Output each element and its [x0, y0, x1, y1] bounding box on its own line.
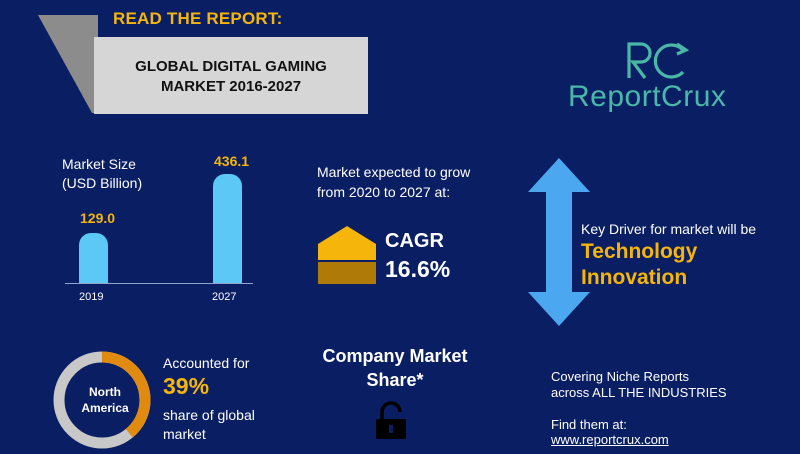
covering-line2: across ALL THE INDUSTRIES	[551, 385, 727, 400]
reportcrux-monogram-icon	[627, 42, 689, 79]
accounted-label: Accounted for	[163, 355, 250, 371]
lock-icon[interactable]	[374, 401, 408, 441]
key-driver-intro: Key Driver for market will be	[581, 221, 757, 237]
title-banner-box	[94, 37, 368, 114]
website-link[interactable]: www.reportcrux.com	[551, 432, 669, 447]
share-label: share of global market	[163, 406, 255, 444]
market-size-label-line2: (USD Billion)	[62, 175, 143, 191]
find-label: Find them at:	[551, 417, 627, 432]
cagr-label: CAGR	[385, 230, 444, 252]
key-driver-line1: Technology	[581, 240, 698, 263]
key-driver-line2: Innovation	[581, 266, 688, 289]
share-label-line2: market	[163, 426, 206, 442]
read-report-heading: READ THE REPORT:	[113, 9, 283, 28]
bar-value-2019: 129.0	[80, 210, 116, 226]
region-percent: 39%	[163, 373, 210, 399]
cagr-value: 16.6%	[385, 256, 451, 282]
key-driver-value: Technology Innovation	[581, 239, 697, 291]
covering-text: Covering Niche Reports across ALL THE IN…	[551, 369, 727, 401]
cagr-house-icon	[318, 226, 376, 284]
report-title-line2: MARKET 2016-2027	[160, 78, 302, 95]
growth-statement-line1: Market expected to grow	[317, 164, 471, 180]
brand-name: ReportCrux	[568, 80, 727, 113]
bar-2027	[213, 174, 242, 283]
region-name: North America	[70, 384, 140, 416]
company-market-share-heading: Company Market Share*	[300, 344, 490, 392]
chart-baseline	[65, 283, 253, 284]
bar-2019	[79, 233, 108, 283]
region-name-line2: America	[81, 401, 129, 415]
company-share-line1: Company Market	[322, 346, 468, 366]
share-label-line1: share of global	[163, 407, 255, 423]
market-size-label: Market Size (USD Billion)	[62, 155, 142, 193]
market-size-label-line1: Market Size	[62, 156, 136, 172]
bar-year-2027: 2027	[212, 291, 237, 303]
donut-fill-arc	[53, 351, 151, 449]
bar-value-2027: 436.1	[214, 153, 250, 169]
growth-statement-line2: from 2020 to 2027 at:	[317, 184, 451, 200]
banner-fold-shape	[38, 15, 98, 113]
company-share-line2: Share*	[366, 370, 424, 390]
covering-line1: Covering Niche Reports	[551, 369, 690, 384]
bar-year-2019: 2019	[79, 291, 104, 303]
report-title: GLOBAL DIGITAL GAMING MARKET 2016-2027	[95, 57, 367, 97]
region-share-donut	[53, 351, 151, 449]
region-name-line1: North	[89, 385, 121, 399]
growth-statement: Market expected to grow from 2020 to 202…	[317, 162, 470, 202]
up-down-arrow-icon	[528, 158, 590, 326]
report-title-line1: GLOBAL DIGITAL GAMING	[135, 58, 327, 75]
